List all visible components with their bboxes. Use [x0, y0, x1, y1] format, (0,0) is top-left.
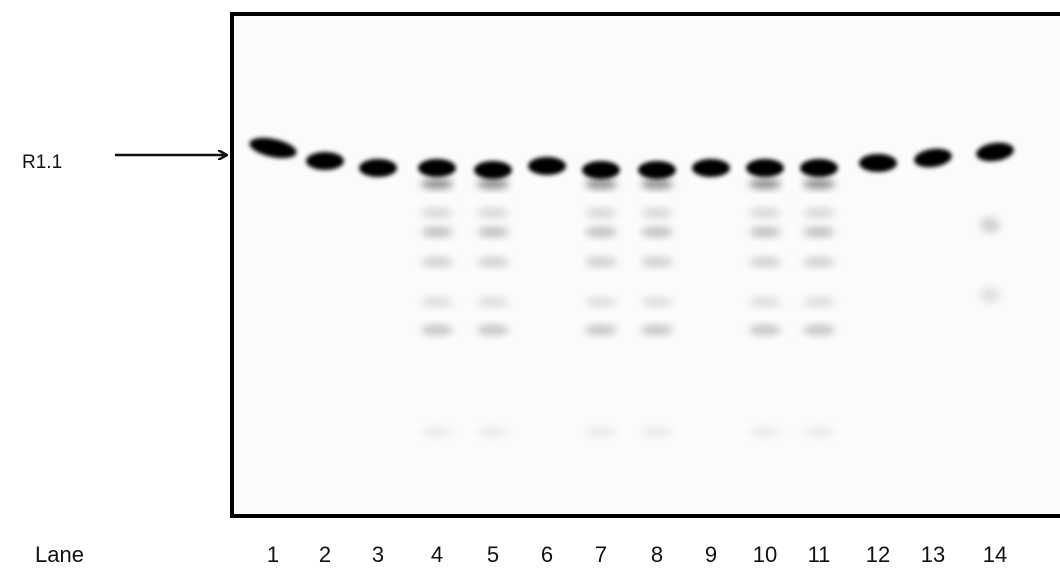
lane-number: 2 — [319, 542, 331, 567]
faint-band — [641, 427, 673, 437]
faint-band — [585, 179, 617, 189]
faint-band — [980, 287, 1000, 303]
main-band — [249, 137, 297, 159]
faint-band — [421, 297, 453, 307]
faint-band — [641, 325, 673, 335]
main-band — [976, 142, 1014, 162]
faint-band — [749, 297, 781, 307]
faint-band — [749, 257, 781, 267]
faint-band — [585, 227, 617, 237]
faint-band — [585, 208, 617, 218]
lane-number: 3 — [372, 542, 384, 567]
faint-band — [421, 179, 453, 189]
faint-band — [803, 179, 835, 189]
faint-band — [803, 297, 835, 307]
faint-band — [803, 227, 835, 237]
faint-band — [803, 257, 835, 267]
main-band — [692, 159, 730, 177]
faint-band — [641, 297, 673, 307]
faint-band — [585, 427, 617, 437]
faint-band — [585, 257, 617, 267]
faint-band — [641, 227, 673, 237]
faint-band — [421, 257, 453, 267]
faint-band — [585, 297, 617, 307]
main-band — [528, 157, 566, 175]
faint-band — [749, 179, 781, 189]
faint-band — [421, 325, 453, 335]
faint-band — [749, 227, 781, 237]
faint-band — [980, 217, 1000, 233]
faint-band — [749, 427, 781, 437]
main-band — [638, 161, 676, 179]
lane-number: 4 — [431, 542, 443, 567]
faint-band — [477, 208, 509, 218]
bands — [249, 137, 1014, 437]
lane-label: Lane — [35, 542, 84, 567]
faint-band — [803, 208, 835, 218]
main-band — [474, 161, 512, 179]
faint-band — [477, 257, 509, 267]
lane-number: 5 — [487, 542, 499, 567]
lane-number: 8 — [651, 542, 663, 567]
lane-number: 10 — [753, 542, 777, 567]
faint-band — [477, 427, 509, 437]
lane-number: 6 — [541, 542, 553, 567]
lane-number: 7 — [595, 542, 607, 567]
faint-band — [749, 208, 781, 218]
faint-band — [477, 325, 509, 335]
main-band — [800, 159, 838, 177]
faint-band — [477, 227, 509, 237]
faint-band — [421, 427, 453, 437]
main-band — [306, 152, 344, 170]
faint-band — [803, 325, 835, 335]
main-band — [359, 159, 397, 177]
faint-band — [477, 297, 509, 307]
faint-band — [421, 208, 453, 218]
faint-band — [641, 208, 673, 218]
faint-band — [421, 227, 453, 237]
main-band — [418, 159, 456, 177]
lane-number: 12 — [866, 542, 890, 567]
faint-band — [477, 179, 509, 189]
lane-number: 1 — [267, 542, 279, 567]
faint-band — [803, 427, 835, 437]
main-band — [746, 159, 784, 177]
faint-band — [585, 325, 617, 335]
main-band — [914, 148, 952, 168]
lane-number: 14 — [983, 542, 1007, 567]
lane-number: 13 — [921, 542, 945, 567]
main-band — [859, 154, 897, 172]
band-label: R1.1 — [22, 152, 62, 173]
main-band — [582, 161, 620, 179]
lane-numbers: 1 2 3 4 5 6 7 8 9 10 11 12 13 14 — [267, 542, 1007, 567]
faint-band — [749, 325, 781, 335]
lane-number: 11 — [808, 542, 831, 567]
faint-band — [641, 257, 673, 267]
gel-border — [230, 12, 1060, 518]
lane-number: 9 — [705, 542, 717, 567]
faint-band — [641, 179, 673, 189]
